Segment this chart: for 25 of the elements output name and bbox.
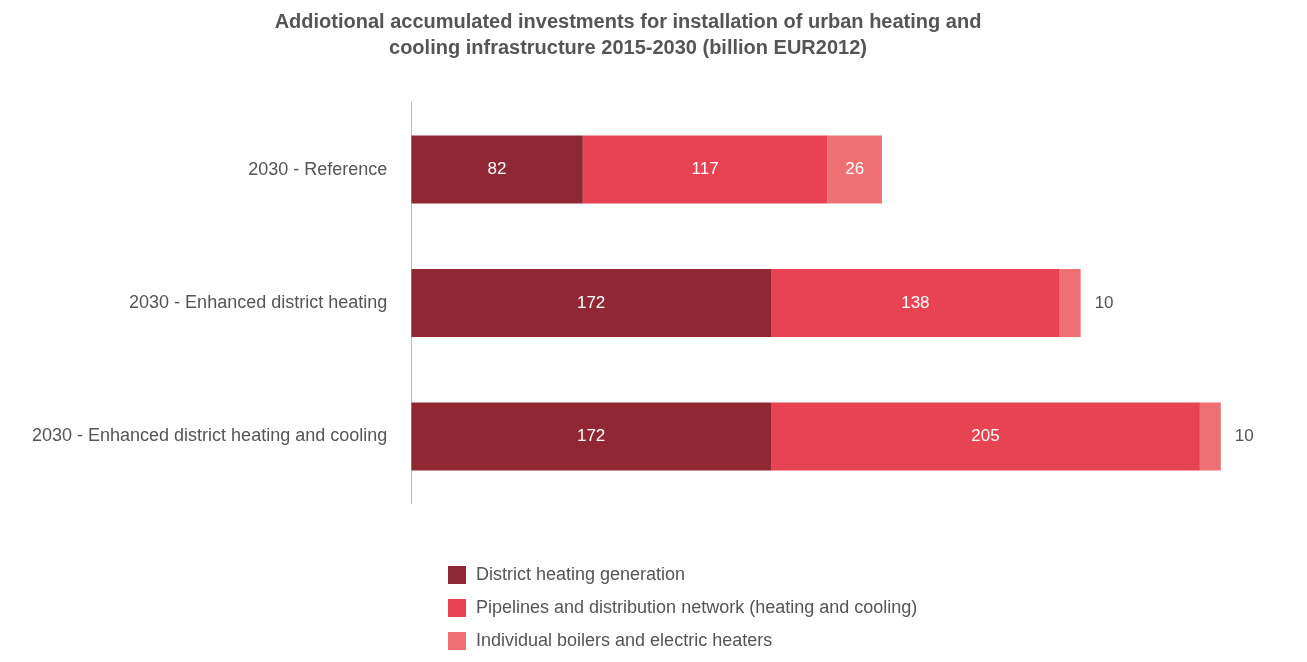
data-label: 26 [845,159,865,179]
chart-title: Addiotional accumulated investments for installation of urban heating and cooling infrastructure 2015-2030 (billion EUR2012) [273,9,983,60]
bar [1199,402,1221,471]
data-label: 205 [971,426,1000,446]
data-label: 172 [576,292,606,312]
data-label: 10 [1234,426,1254,446]
y-tick-label: 2030 - Enhanced district heating and cooling [32,425,388,446]
data-label: 117 [691,159,719,179]
bar [411,135,583,204]
legend-label: Pipelines and distribution network (heating and cooling) [476,597,918,618]
data-label: 82 [487,159,507,179]
data-label: 10 [1094,292,1114,312]
legend-label: Individual boilers and electric heaters [476,630,773,651]
data-label: 138 [901,292,930,312]
bar [1059,268,1081,338]
legend-label: District heating generation [476,564,686,585]
data-label: 172 [576,426,606,446]
bar [827,135,882,204]
bar [771,402,1200,471]
y-tick-label: 2030 - Reference [248,158,388,179]
bar [411,402,772,471]
bar [411,268,772,338]
y-tick-label: 2030 - Enhanced district heating [129,291,388,312]
bar [771,268,1060,338]
bar [582,135,828,204]
